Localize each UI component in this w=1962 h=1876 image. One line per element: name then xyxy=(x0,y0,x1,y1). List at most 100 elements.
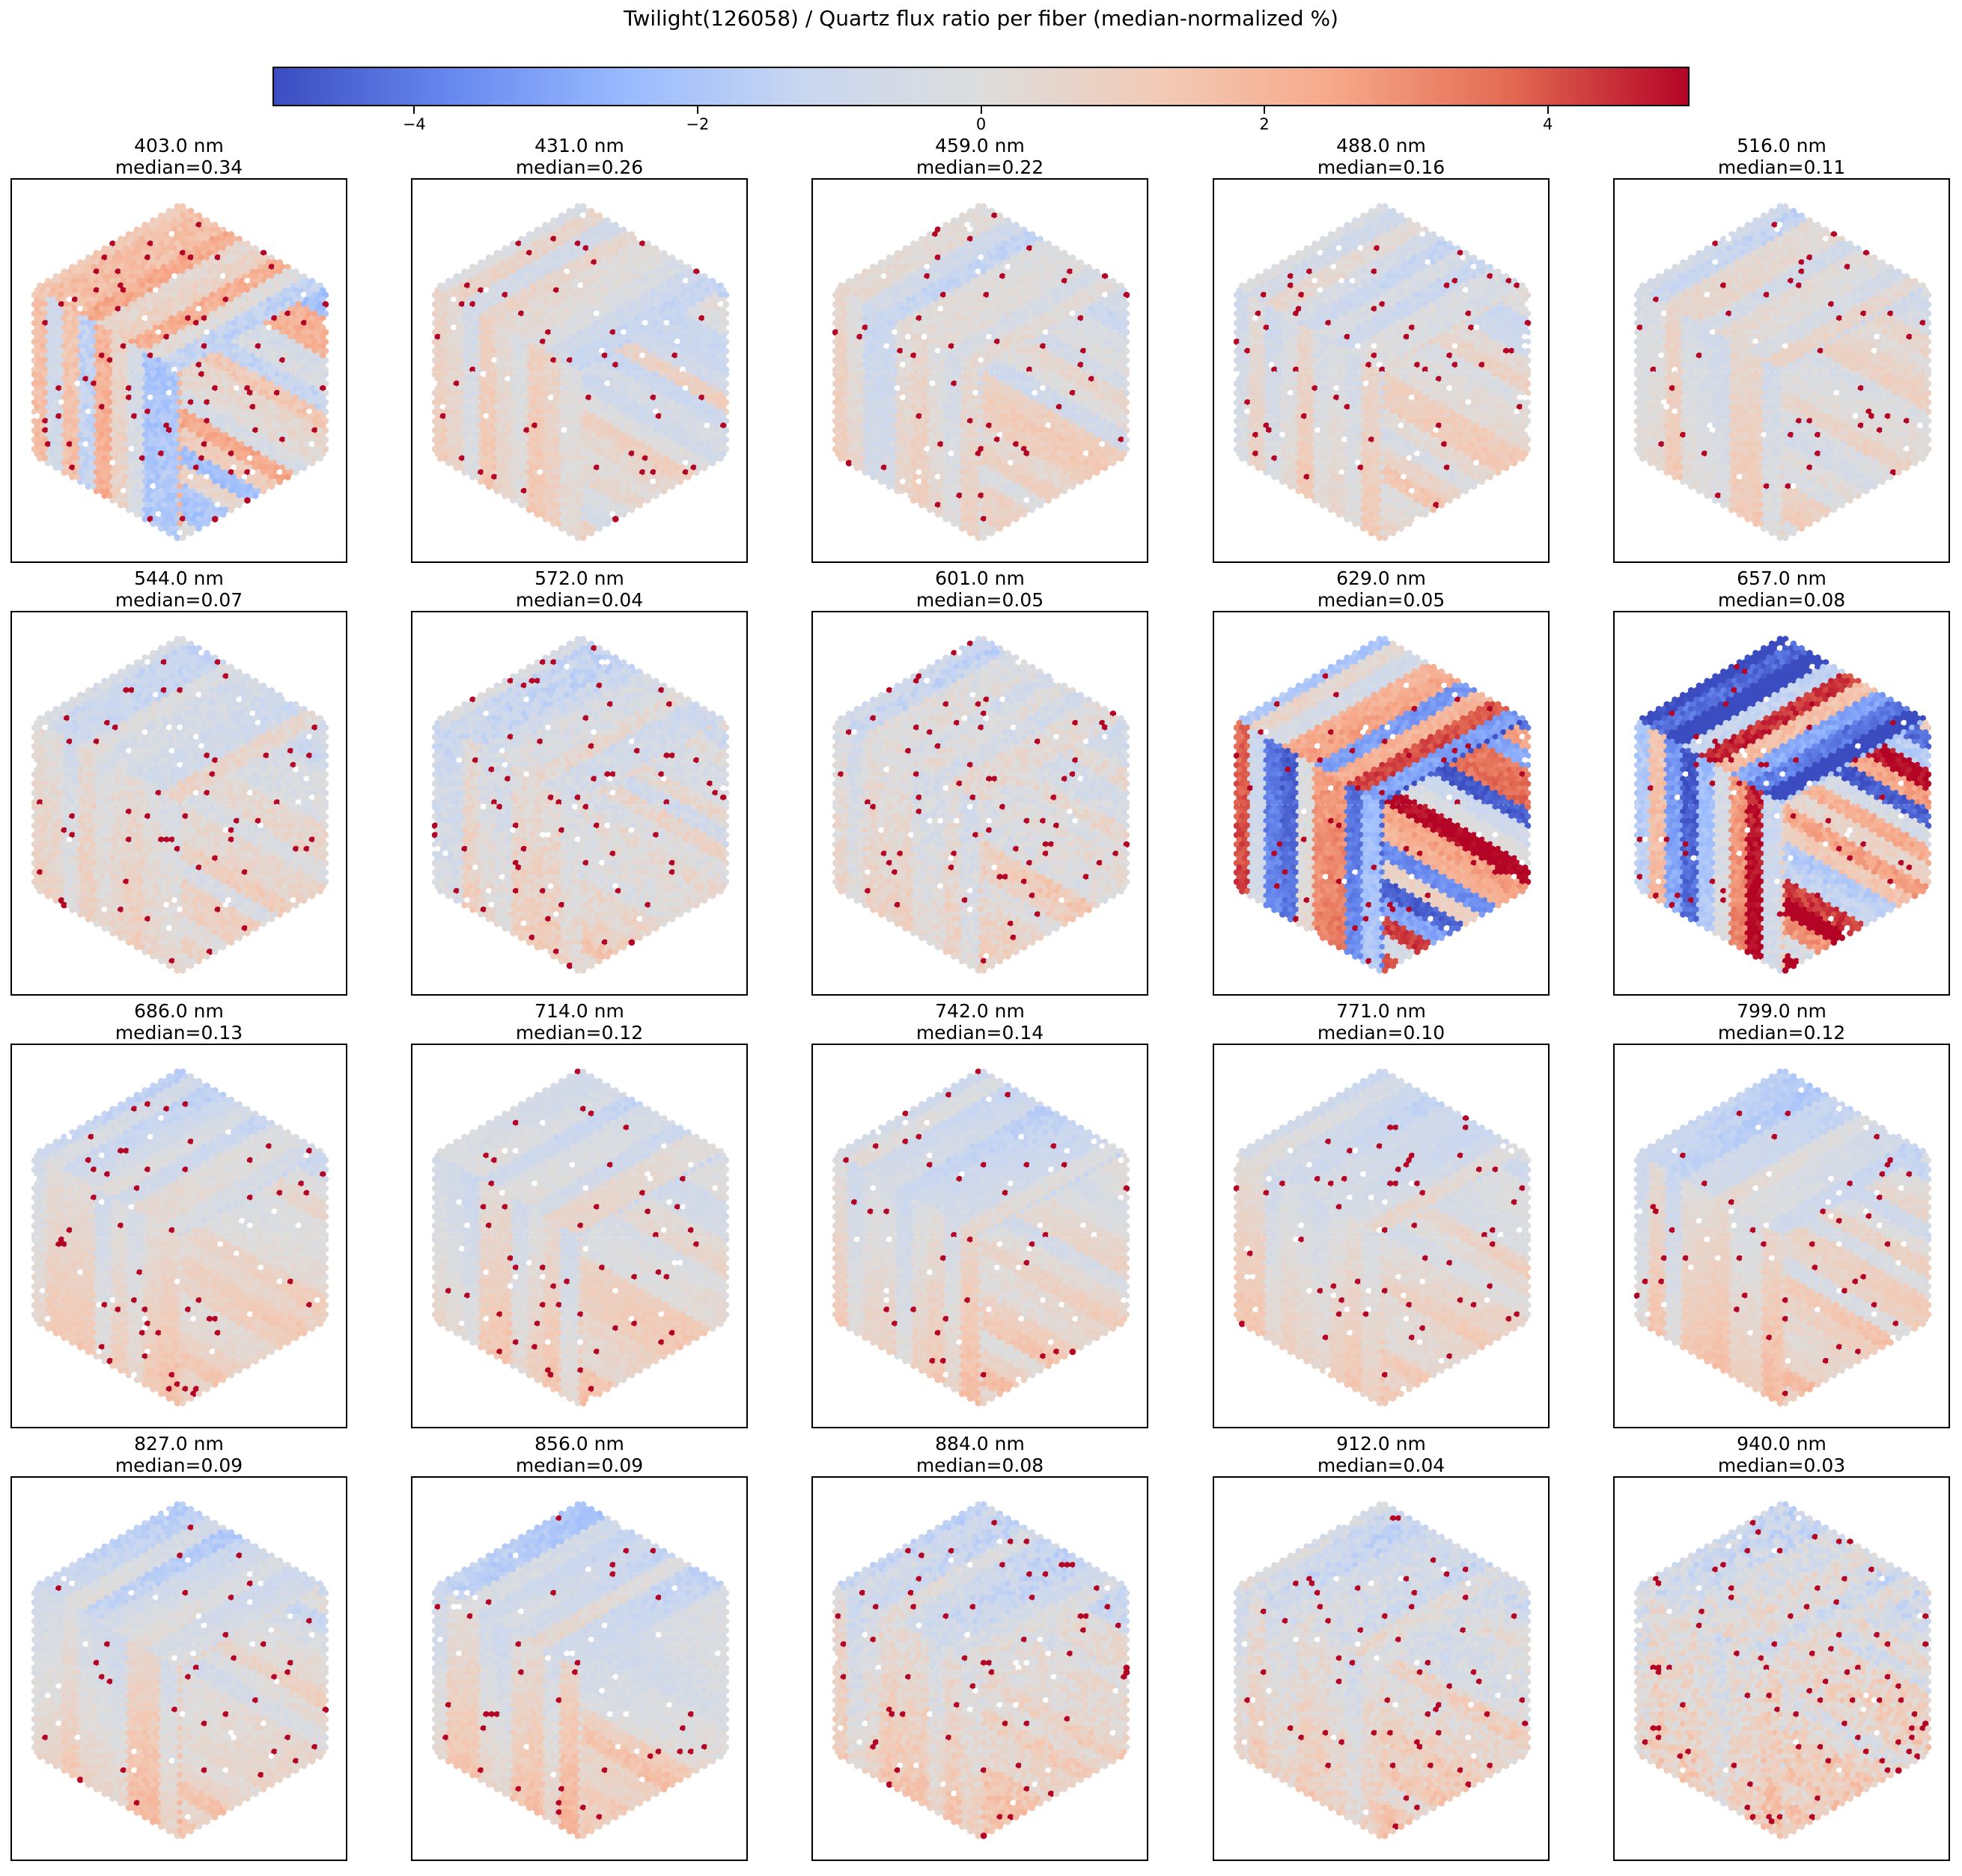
fiber-point xyxy=(71,431,79,439)
fiber-point xyxy=(475,301,481,308)
fiber-point xyxy=(231,282,237,289)
fiber-point xyxy=(123,445,130,453)
fiber-point xyxy=(620,245,627,252)
fiber-point xyxy=(144,320,151,326)
fiber-point xyxy=(322,347,329,355)
fiber-point xyxy=(246,338,254,345)
fiber-point xyxy=(85,338,92,345)
fiber-point xyxy=(539,272,546,280)
fiber-point xyxy=(577,226,584,234)
fiber-point xyxy=(483,296,490,303)
fiber-point xyxy=(510,315,517,322)
fiber-point xyxy=(300,320,308,326)
fiber-point xyxy=(177,418,183,424)
fiber-point xyxy=(177,282,183,289)
fiber-point xyxy=(171,329,178,336)
fiber-point xyxy=(168,362,175,368)
fiber-point xyxy=(212,403,219,411)
fiber-point xyxy=(93,385,100,392)
fiber-point xyxy=(528,301,535,308)
fiber-point xyxy=(192,380,200,387)
fiber-point xyxy=(491,329,498,336)
fiber-point xyxy=(252,366,259,374)
fiber-point xyxy=(260,305,267,313)
fiber-point xyxy=(671,315,678,322)
fiber-point xyxy=(564,222,570,228)
fiber-point xyxy=(287,412,294,420)
fiber-point xyxy=(192,245,200,252)
fiber-point xyxy=(478,324,484,332)
fiber-point xyxy=(177,474,183,481)
fiber-point xyxy=(236,483,243,490)
fiber-point xyxy=(472,333,479,341)
fiber-point xyxy=(271,343,278,350)
fiber-point xyxy=(647,329,654,336)
fiber-point xyxy=(311,301,318,308)
fiber-point xyxy=(91,366,97,374)
fiber-point xyxy=(185,376,192,383)
fiber-point xyxy=(263,254,270,261)
fiber-point xyxy=(128,483,135,490)
fiber-point xyxy=(179,469,186,476)
fiber-point xyxy=(34,305,40,313)
fiber-point xyxy=(478,296,484,303)
fiber-point xyxy=(268,357,275,364)
fiber-point xyxy=(539,236,546,243)
fiber-point xyxy=(204,338,210,345)
fiber-point xyxy=(314,352,321,359)
fiber-point xyxy=(131,324,138,332)
fiber-point xyxy=(112,408,119,415)
fiber-point xyxy=(123,366,130,374)
fiber-point xyxy=(206,278,213,284)
fiber-point xyxy=(290,291,297,299)
fiber-point xyxy=(231,427,237,434)
fiber-point xyxy=(466,315,474,322)
fiber-point xyxy=(91,371,97,378)
fiber-point xyxy=(252,483,259,490)
fiber-point xyxy=(185,516,192,523)
fiber-point xyxy=(493,324,501,332)
fiber-point xyxy=(168,352,175,359)
fiber-point xyxy=(187,436,195,443)
fiber-point xyxy=(609,301,616,308)
fiber-point xyxy=(34,333,40,341)
fiber-point xyxy=(96,329,103,336)
fiber-point xyxy=(601,287,609,294)
fiber-point xyxy=(118,408,124,415)
fiber-point xyxy=(131,287,138,294)
fiber-point xyxy=(136,497,143,504)
fiber-point xyxy=(596,296,603,303)
fiber-point xyxy=(165,320,173,326)
fiber-point xyxy=(228,278,235,284)
fiber-point xyxy=(244,412,251,420)
fiber-point xyxy=(287,278,294,284)
fiber-point xyxy=(233,441,240,448)
fiber-point xyxy=(660,305,668,313)
fiber-point xyxy=(276,287,284,294)
fiber-point xyxy=(258,389,264,397)
fiber-point xyxy=(693,315,700,322)
fiber-point xyxy=(577,320,584,326)
fiber-point xyxy=(50,352,57,359)
fiber-point xyxy=(493,315,501,322)
fiber-point xyxy=(88,268,94,275)
fiber-point xyxy=(231,399,237,406)
fiber-point xyxy=(44,403,52,411)
fiber-point xyxy=(317,436,324,443)
fiber-point xyxy=(246,301,254,308)
fiber-point xyxy=(112,291,119,299)
fiber-point xyxy=(174,231,181,238)
fiber-point xyxy=(69,371,76,378)
fiber-point xyxy=(58,371,65,378)
fiber-point xyxy=(631,245,638,252)
fiber-point xyxy=(236,245,243,252)
fiber-point xyxy=(491,301,498,308)
fiber-point xyxy=(185,287,192,294)
fiber-point xyxy=(295,389,302,397)
fiber-point xyxy=(712,329,719,336)
fiber-point xyxy=(74,301,81,308)
fiber-point xyxy=(115,497,121,504)
fiber-point xyxy=(593,254,600,261)
fiber-point xyxy=(136,231,143,238)
fiber-point xyxy=(171,529,178,537)
